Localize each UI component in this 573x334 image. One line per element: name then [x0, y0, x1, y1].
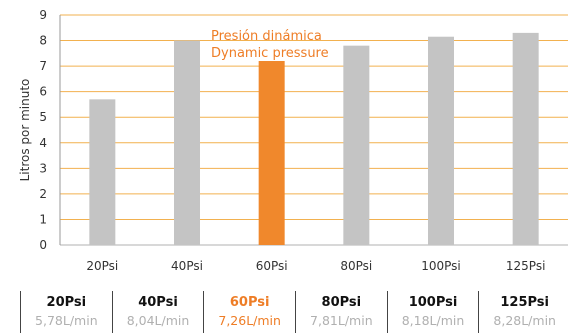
y-tick-label: 1 [39, 212, 47, 226]
y-tick-label: 9 [39, 8, 47, 22]
summary-cell-label: 40Psi [138, 295, 178, 310]
summary-cell-value: 8,28L/min [493, 313, 556, 328]
summary-cell-40psi: 40Psi 8,04L/min [111, 291, 204, 333]
x-tick-label: 60Psi [256, 259, 288, 273]
summary-cell-value: 7,81L/min [310, 313, 373, 328]
summary-cell-label: 80Psi [321, 295, 362, 310]
bar-100psi [428, 36, 454, 245]
x-tick-label: 100Psi [421, 259, 461, 273]
summary-cell-60psi: 60Psi 7,26L/min [203, 291, 295, 333]
summary-cell-label: 20Psi [46, 295, 87, 310]
summary-cell-125psi: 125Psi 8,28L/min [478, 291, 570, 333]
y-tick-label: 0 [39, 238, 47, 252]
summary-cell-20psi: 20Psi 5,78L/min [20, 291, 112, 333]
bar-125psi [512, 32, 539, 246]
summary-cell-label: 100Psi [408, 295, 458, 310]
summary-cell-value: 7,26L/min [218, 313, 281, 328]
bars [89, 32, 539, 246]
bar-20psi [89, 99, 116, 245]
summary-cell-label: 60Psi [229, 295, 270, 310]
y-tick-label: 3 [39, 161, 47, 175]
x-tick-label: 20Psi [86, 259, 118, 273]
y-tick-label: 8 [39, 34, 47, 48]
y-tick-label: 4 [39, 136, 47, 150]
summary-cell-value: 5,78L/min [35, 313, 98, 328]
annotation-line-2: Dynamic pressure [211, 46, 329, 61]
annotation-line-1: Presión dinámica [211, 29, 322, 44]
bar-60psi [258, 61, 285, 245]
y-tick-label: 7 [39, 59, 47, 73]
x-tick-label: 125Psi [506, 259, 546, 273]
bar-chart: 0 1 2 3 4 5 6 7 8 9 20Psi 40Psi 60Psi 80Psi 100Psi 125… [18, 8, 568, 273]
y-tick-label: 6 [39, 85, 47, 99]
y-axis-ticks: 0 1 2 3 4 5 6 7 8 9 [39, 8, 47, 252]
summary-cell-100psi: 100Psi 8,18L/min [386, 291, 479, 333]
gridlines [60, 14, 568, 246]
summary-cell-label: 125Psi [500, 295, 550, 310]
x-axis-ticks: 20Psi 40Psi 60Psi 80Psi 100Psi 125Psi [86, 259, 545, 273]
y-tick-label: 2 [39, 187, 47, 201]
summary-table: 20Psi 5,78L/min 40Psi 8,04L/min 60Psi 7,26L/m… [20, 291, 570, 333]
summary-cell-value: 8,18L/min [401, 313, 465, 328]
y-axis-label: Litros por minuto [18, 79, 32, 182]
y-tick-label: 5 [39, 110, 47, 124]
bar-80psi [343, 45, 370, 245]
bar-40psi [174, 40, 200, 245]
summary-cell-80psi: 80Psi 7,81L/min [295, 291, 387, 333]
x-tick-label: 80Psi [340, 259, 372, 273]
x-tick-label: 40Psi [171, 259, 203, 273]
summary-cell-value: 8,04L/min [126, 313, 190, 328]
